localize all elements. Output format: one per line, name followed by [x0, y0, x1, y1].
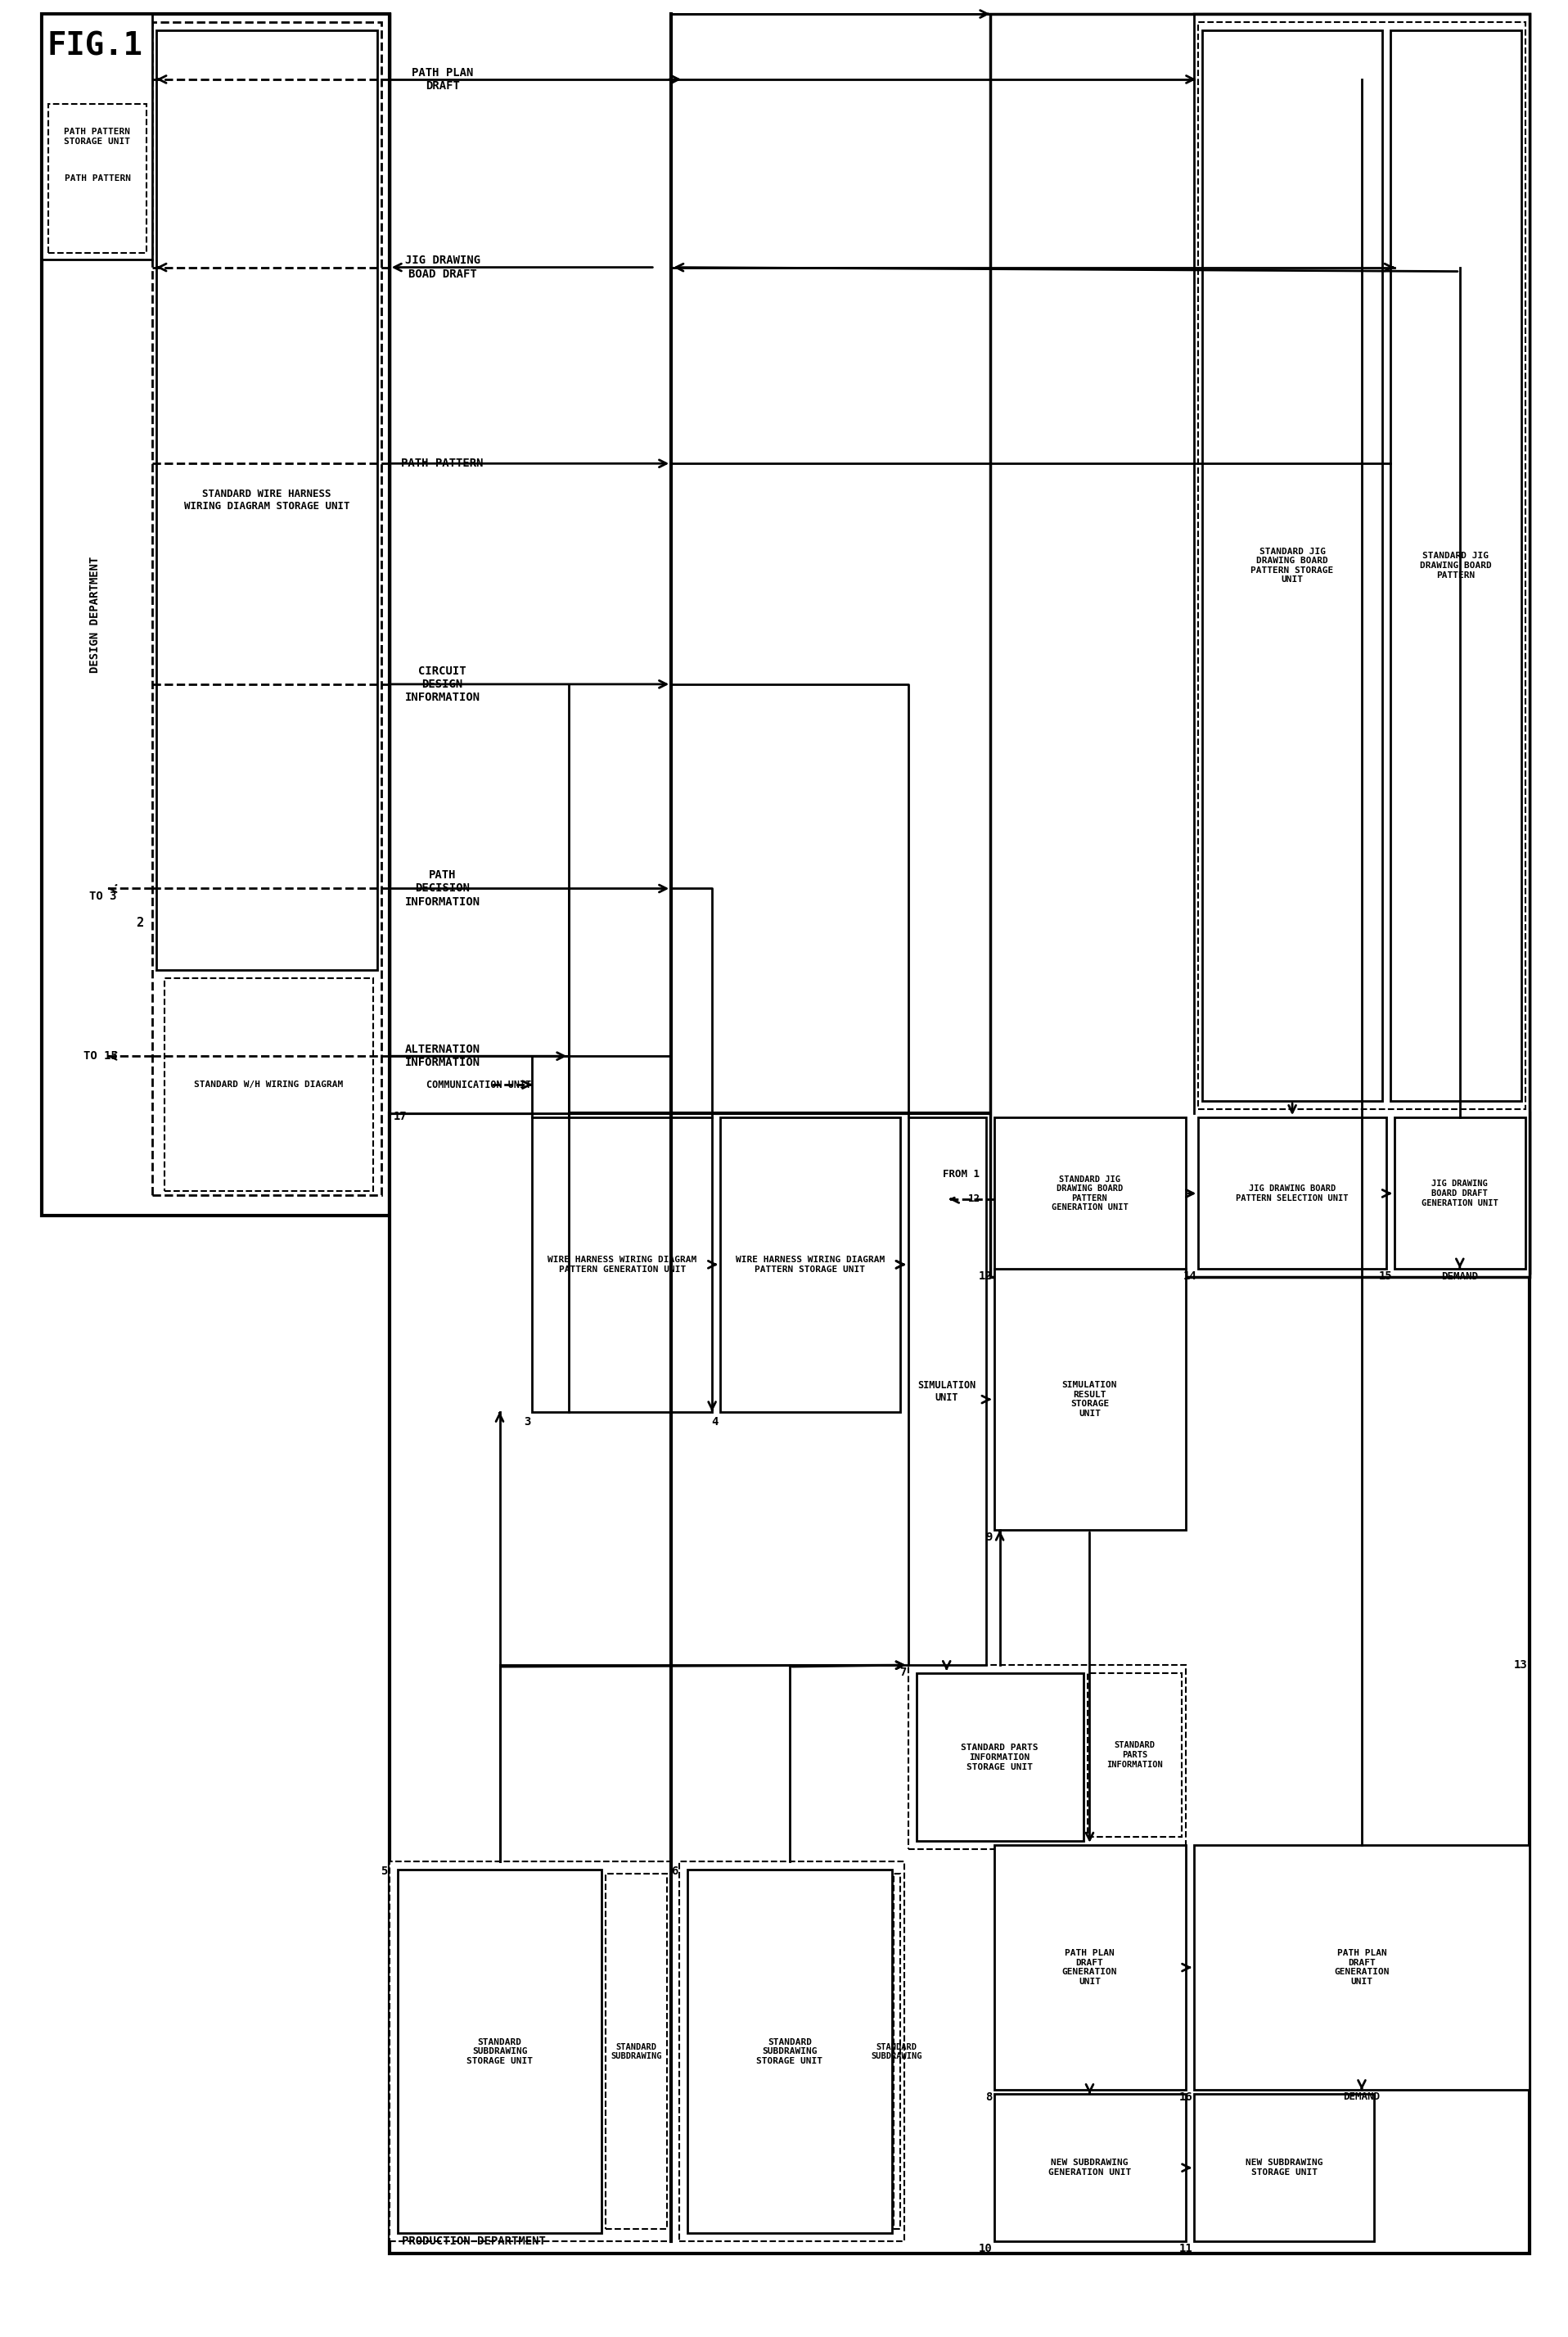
Bar	[1088, 1673, 1182, 1837]
Bar	[908, 1664, 1185, 1849]
Bar	[1394, 1117, 1526, 1269]
Text: DESIGN DEPARTMENT: DESIGN DEPARTMENT	[89, 556, 100, 673]
Bar	[679, 1860, 905, 2241]
Text: PRODUCTION DEPARTMENT: PRODUCTION DEPARTMENT	[401, 2237, 546, 2248]
Bar	[152, 21, 381, 1194]
Bar	[1391, 30, 1521, 1101]
Text: PATH PLAN
DRAFT
GENERATION
UNIT: PATH PLAN DRAFT GENERATION UNIT	[1334, 1949, 1389, 1986]
Text: 2: 2	[136, 916, 144, 930]
Bar	[532, 1117, 712, 1412]
Text: PATH PATTERN: PATH PATTERN	[401, 458, 483, 470]
Text: COMMUNICATION UNIT: COMMUNICATION UNIT	[426, 1080, 532, 1089]
Text: DEMAND: DEMAND	[1344, 2092, 1380, 2103]
Text: 8: 8	[986, 2092, 993, 2103]
Bar	[688, 1870, 892, 2234]
Bar	[157, 30, 376, 970]
Bar	[1198, 21, 1526, 1110]
Bar	[1198, 1117, 1386, 1269]
Text: NEW SUBDRAWING
GENERATION UNIT: NEW SUBDRAWING GENERATION UNIT	[1047, 2159, 1131, 2176]
Bar	[1195, 2094, 1374, 2241]
Text: JIG DRAWING
BOARD DRAFT
GENERATION UNIT: JIG DRAWING BOARD DRAFT GENERATION UNIT	[1422, 1180, 1497, 1206]
Text: 4: 4	[712, 1416, 718, 1428]
Bar	[1195, 1844, 1529, 2089]
Bar	[389, 1056, 569, 1112]
Bar	[994, 1844, 1185, 2089]
Bar	[894, 1874, 900, 2229]
Text: 15: 15	[1380, 1271, 1392, 1281]
Text: 11: 11	[1179, 2244, 1193, 2255]
Text: TO 3: TO 3	[89, 890, 118, 902]
Text: 9: 9	[986, 1531, 993, 1542]
Bar	[1203, 30, 1381, 1101]
Text: ALTERNATION
INFORMATION: ALTERNATION INFORMATION	[405, 1045, 480, 1068]
Text: SIMULATION
UNIT: SIMULATION UNIT	[917, 1379, 975, 1402]
Bar	[908, 1117, 986, 1664]
Text: JIG DRAWING
BOAD DRAFT: JIG DRAWING BOAD DRAFT	[405, 255, 480, 280]
Text: 16: 16	[1179, 2092, 1193, 2103]
Text: 14: 14	[1182, 1271, 1196, 1281]
Bar	[989, 14, 1529, 1276]
Text: 6: 6	[671, 1865, 677, 1877]
Bar	[720, 1117, 900, 1412]
Bar	[1195, 14, 1529, 1274]
Text: STANDARD W/H WIRING DIAGRAM: STANDARD W/H WIRING DIAGRAM	[194, 1080, 343, 1089]
Text: SIMULATION
RESULT
STORAGE
UNIT: SIMULATION RESULT STORAGE UNIT	[1062, 1381, 1118, 1419]
Text: 7: 7	[900, 1666, 906, 1678]
Text: FROM 1: FROM 1	[942, 1168, 980, 1180]
Bar	[916, 1673, 1083, 1842]
Text: FIG.1: FIG.1	[47, 30, 143, 63]
Bar	[397, 1870, 602, 2234]
Text: WIRE HARNESS WIRING DIAGRAM
PATTERN STORAGE UNIT: WIRE HARNESS WIRING DIAGRAM PATTERN STOR…	[735, 1255, 884, 1274]
Text: STANDARD
PARTS
INFORMATION: STANDARD PARTS INFORMATION	[1107, 1741, 1163, 1769]
Text: 12: 12	[978, 1271, 993, 1281]
Text: STANDARD JIG
DRAWING BOARD
PATTERN STORAGE
UNIT: STANDARD JIG DRAWING BOARD PATTERN STORA…	[1251, 547, 1334, 584]
Bar	[994, 2094, 1185, 2241]
Text: PATH PLAN
DRAFT: PATH PLAN DRAFT	[411, 68, 474, 91]
Text: 13: 13	[1515, 1659, 1527, 1671]
Text: STANDARD WIRE HARNESS
WIRING DIAGRAM STORAGE UNIT: STANDARD WIRE HARNESS WIRING DIAGRAM STO…	[183, 488, 350, 512]
Text: STANDARD JIG
DRAWING BOARD
PATTERN
GENERATION UNIT: STANDARD JIG DRAWING BOARD PATTERN GENER…	[1051, 1176, 1127, 1213]
Text: 17: 17	[394, 1110, 408, 1122]
Text: 12: 12	[967, 1194, 980, 1204]
Text: NEW SUBDRAWING
STORAGE UNIT: NEW SUBDRAWING STORAGE UNIT	[1245, 2159, 1323, 2176]
Text: PATH PATTERN: PATH PATTERN	[64, 175, 130, 182]
Bar	[605, 1874, 666, 2229]
Bar	[42, 14, 389, 1215]
Text: STANDARD PARTS
INFORMATION
STORAGE UNIT: STANDARD PARTS INFORMATION STORAGE UNIT	[961, 1743, 1038, 1771]
Bar	[994, 1117, 1185, 1269]
Text: PATH PATTERN
STORAGE UNIT: PATH PATTERN STORAGE UNIT	[64, 129, 130, 145]
Bar	[389, 1112, 1529, 2253]
Text: STANDARD JIG
DRAWING BOARD
PATTERN: STANDARD JIG DRAWING BOARD PATTERN	[1419, 552, 1491, 580]
Text: DEMAND: DEMAND	[1441, 1271, 1479, 1281]
Text: 10: 10	[978, 2244, 993, 2255]
Text: STANDARD
SUBDRAWING
STORAGE UNIT: STANDARD SUBDRAWING STORAGE UNIT	[757, 2038, 823, 2066]
Text: 3: 3	[524, 1416, 530, 1428]
Text: STANDARD
SUBDRAWING
STORAGE UNIT: STANDARD SUBDRAWING STORAGE UNIT	[466, 2038, 533, 2066]
Text: 5: 5	[381, 1865, 387, 1877]
Text: STANDARD
SUBDRAWING: STANDARD SUBDRAWING	[610, 2043, 662, 2061]
Text: JIG DRAWING BOARD
PATTERN SELECTION UNIT: JIG DRAWING BOARD PATTERN SELECTION UNIT	[1236, 1185, 1348, 1201]
Bar	[389, 1860, 671, 2241]
Text: CIRCUIT
DESIGN
INFORMATION: CIRCUIT DESIGN INFORMATION	[405, 666, 480, 703]
Bar	[49, 103, 146, 252]
Text: TO 15: TO 15	[83, 1049, 118, 1061]
Text: PATH PLAN
DRAFT
GENERATION
UNIT: PATH PLAN DRAFT GENERATION UNIT	[1062, 1949, 1118, 1986]
Bar	[994, 1269, 1185, 1531]
Bar	[165, 979, 373, 1192]
Text: WIRE HARNESS WIRING DIAGRAM
PATTERN GENERATION UNIT: WIRE HARNESS WIRING DIAGRAM PATTERN GENE…	[547, 1255, 696, 1274]
Text: STANDARD
SUBDRAWING: STANDARD SUBDRAWING	[872, 2043, 922, 2061]
Text: PATH
DECISION
INFORMATION: PATH DECISION INFORMATION	[405, 869, 480, 907]
Bar	[42, 14, 152, 259]
